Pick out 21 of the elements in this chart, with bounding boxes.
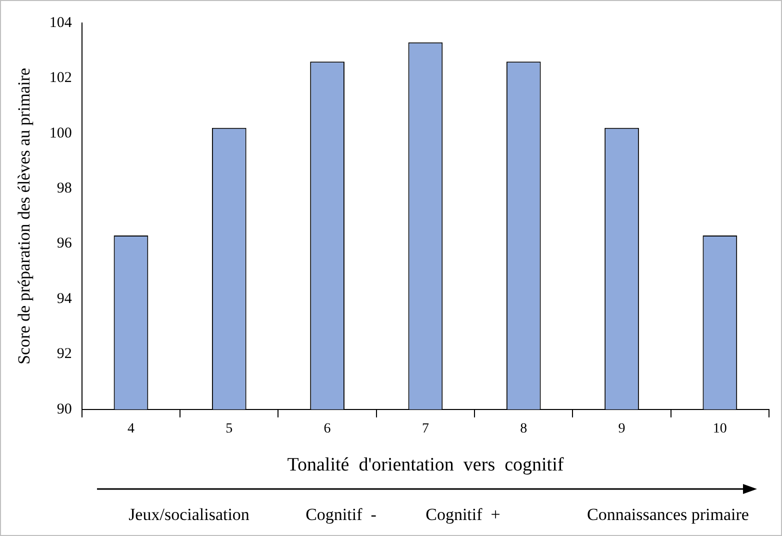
x-tick-label: 5 (226, 421, 233, 436)
text: Cognitif - (306, 505, 376, 525)
y-tick-label: 90 (56, 401, 72, 418)
y-tick-label: 94 (56, 290, 72, 307)
y-tick-label: 100 (49, 125, 72, 142)
y-tick-label: 96 (56, 236, 72, 252)
text: Connaissances primaire (587, 505, 749, 525)
text: Cognitif + (426, 505, 500, 525)
y-tick-label: 102 (49, 70, 72, 86)
y-tick-label: 92 (56, 346, 72, 362)
x-tick-label: 10 (712, 421, 727, 436)
x-tick-label: 7 (422, 421, 429, 436)
y-tick-label: 104 (49, 14, 72, 31)
y-axis-title: Score de préparation des élèves au primaire (14, 68, 34, 364)
x-axis-title: Tonalité d'orientation vers cognitif (287, 454, 564, 476)
x-tick-label: 4 (127, 421, 134, 436)
x-tick-label: 9 (618, 421, 626, 436)
x-tick-label: 6 (324, 421, 331, 436)
text: Jeux/socialisation (128, 505, 250, 525)
x-tick-label: 8 (520, 421, 528, 436)
y-tick-label: 98 (56, 180, 72, 197)
